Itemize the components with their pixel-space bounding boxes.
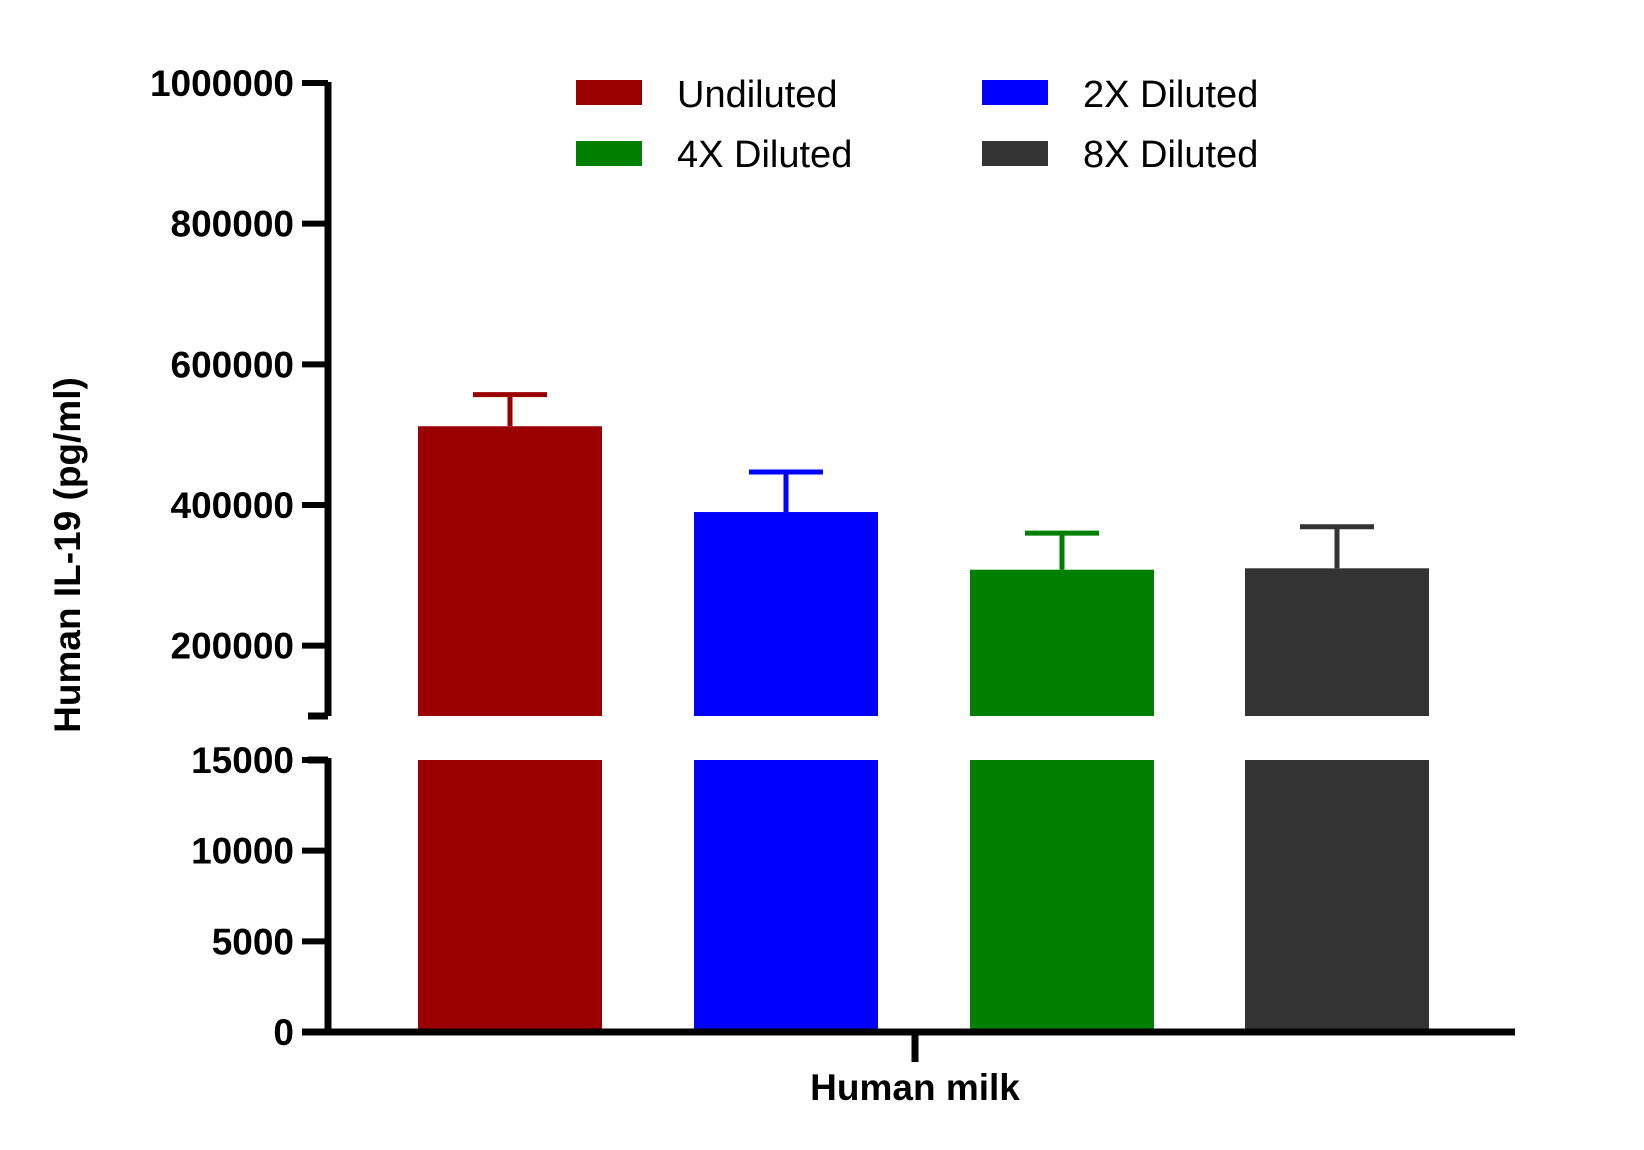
y-tick-label: 15000 bbox=[191, 740, 294, 781]
bar-upper-1 bbox=[418, 426, 602, 716]
y-tick-label: 600000 bbox=[171, 344, 294, 385]
y-tick-label: 10000 bbox=[191, 831, 294, 872]
bar-lower-3 bbox=[970, 760, 1154, 1032]
legend-label-1: Undiluted bbox=[677, 74, 838, 116]
legend-swatch-2 bbox=[982, 80, 1048, 105]
legend-label-3: 4X Diluted bbox=[677, 134, 852, 176]
bar-lower-4 bbox=[1245, 760, 1429, 1032]
y-tick-label: 800000 bbox=[171, 204, 294, 245]
y-tick-label: 400000 bbox=[171, 485, 294, 526]
legend-label-2: 2X Diluted bbox=[1083, 74, 1258, 116]
bar-upper-3 bbox=[970, 569, 1154, 716]
bar-upper-2 bbox=[694, 512, 878, 716]
legend-swatch-4 bbox=[982, 141, 1048, 166]
y-tick-label: 5000 bbox=[212, 921, 294, 962]
y-axis: 200000 400000 600000 800000 1000000 0 5000 1000… bbox=[150, 63, 332, 1053]
legend-swatch-1 bbox=[576, 80, 642, 105]
y-tick-label: 200000 bbox=[171, 626, 294, 667]
y-tick-label: 1000000 bbox=[150, 63, 294, 104]
legend-swatch-3 bbox=[576, 141, 642, 166]
bars bbox=[418, 392, 1429, 1032]
bar-lower-2 bbox=[694, 760, 878, 1032]
bar-upper-4 bbox=[1245, 568, 1429, 716]
x-axis bbox=[302, 1028, 1515, 1062]
bar-lower-1 bbox=[418, 760, 602, 1032]
x-axis-title: Human milk bbox=[810, 1067, 1020, 1108]
legend: Undiluted 2X Diluted 4X Diluted 8X Diluted bbox=[576, 74, 1258, 176]
legend-label-4: 8X Diluted bbox=[1083, 134, 1258, 176]
y-axis-title: Human IL-19 (pg/ml) bbox=[47, 377, 88, 733]
y-tick-label: 0 bbox=[273, 1012, 294, 1053]
